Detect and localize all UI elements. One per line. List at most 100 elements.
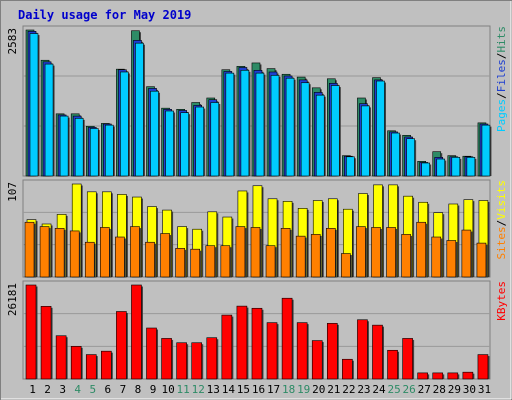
bar-kbytes-day-14 bbox=[221, 314, 233, 380]
x-tick-label-day-22: 22 bbox=[342, 383, 355, 396]
legend-middle: Sites/Visits bbox=[495, 180, 508, 260]
bar-pages-day-24 bbox=[376, 80, 385, 177]
x-tick-label-day-2: 2 bbox=[44, 383, 51, 396]
bar-kbytes-day-27 bbox=[417, 372, 428, 380]
bar-pages-day-29 bbox=[451, 157, 461, 177]
chart-title: Daily usage for May 2019 bbox=[18, 8, 191, 22]
bar-sites-day-14 bbox=[220, 245, 231, 278]
x-tick-label-day-28: 28 bbox=[433, 383, 446, 396]
x-tick-label-day-12: 12 bbox=[192, 383, 205, 396]
x-tick-label-day-10: 10 bbox=[161, 383, 174, 396]
x-tick-label-day-15: 15 bbox=[237, 383, 250, 396]
bar-kbytes-day-18 bbox=[281, 297, 293, 380]
x-tick-label-day-30: 30 bbox=[463, 383, 476, 396]
bar-pages-day-11 bbox=[180, 112, 189, 177]
bar-kbytes-day-11 bbox=[176, 342, 187, 380]
bar-pages-day-25 bbox=[391, 132, 400, 177]
bar-sites-day-9 bbox=[145, 241, 155, 278]
bar-sites-day-21 bbox=[325, 228, 336, 278]
bar-pages-day-15 bbox=[240, 70, 250, 177]
x-tick-label-day-23: 23 bbox=[357, 383, 370, 396]
x-tick-label-day-19: 19 bbox=[297, 383, 310, 396]
bar-pages-day-9 bbox=[150, 90, 159, 177]
bar-pages-day-31 bbox=[481, 124, 491, 177]
bar-kbytes-day-31 bbox=[477, 354, 489, 380]
bar-pages-day-18 bbox=[285, 77, 295, 177]
x-tick-label-day-4: 4 bbox=[74, 383, 81, 396]
bar-kbytes-day-19 bbox=[296, 322, 308, 380]
x-tick-label-day-20: 20 bbox=[312, 383, 325, 396]
bar-pages-day-27 bbox=[421, 162, 430, 177]
x-tick-label-day-24: 24 bbox=[372, 383, 386, 396]
bar-sites-day-16 bbox=[250, 227, 261, 278]
bar-pages-day-4 bbox=[74, 118, 84, 177]
x-tick-label-day-29: 29 bbox=[448, 383, 461, 396]
x-tick-label-day-13: 13 bbox=[207, 383, 220, 396]
bar-pages-day-26 bbox=[406, 138, 415, 177]
bar-pages-day-14 bbox=[225, 72, 235, 177]
bar-pages-day-3 bbox=[59, 115, 69, 177]
bar-sites-day-30 bbox=[461, 229, 472, 278]
bar-pages-day-19 bbox=[300, 82, 310, 177]
bar-kbytes-day-21 bbox=[326, 323, 338, 380]
x-tick-label-day-21: 21 bbox=[327, 383, 340, 396]
bar-kbytes-day-15 bbox=[236, 305, 248, 380]
bar-kbytes-day-26 bbox=[402, 338, 413, 380]
bar-sites-day-31 bbox=[476, 242, 487, 278]
bar-sites-day-25 bbox=[386, 227, 396, 278]
bar-kbytes-day-25 bbox=[387, 349, 398, 380]
bar-pages-day-12 bbox=[195, 106, 205, 177]
panel-top: 2583 bbox=[6, 25, 492, 177]
bar-kbytes-day-4 bbox=[70, 346, 82, 380]
bar-pages-day-17 bbox=[270, 75, 280, 177]
bar-kbytes-day-28 bbox=[432, 372, 444, 380]
y-max-label-middle: 107 bbox=[6, 182, 19, 202]
x-tick-label-day-17: 17 bbox=[267, 383, 280, 396]
bar-pages-day-16 bbox=[255, 72, 265, 177]
bar-sites-day-26 bbox=[401, 234, 411, 278]
x-tick-label-day-31: 31 bbox=[478, 383, 491, 396]
bar-sites-day-10 bbox=[160, 233, 170, 278]
x-tick-label-day-5: 5 bbox=[89, 383, 96, 396]
x-tick-label-day-1: 1 bbox=[29, 383, 36, 396]
bar-kbytes-day-7 bbox=[116, 311, 127, 380]
chart-panels: 258310726181Pages/Files/HitsSites/Visits… bbox=[6, 25, 508, 380]
x-tick-label-day-25: 25 bbox=[387, 383, 400, 396]
bar-kbytes-day-22 bbox=[342, 358, 353, 380]
y-max-label-bottom: 26181 bbox=[6, 283, 19, 316]
bar-sites-day-11 bbox=[175, 248, 185, 278]
bar-pages-day-13 bbox=[210, 102, 220, 177]
bar-pages-day-2 bbox=[44, 63, 54, 177]
legend-entry: / bbox=[495, 53, 508, 60]
bar-kbytes-day-23 bbox=[357, 319, 368, 380]
bar-sites-day-5 bbox=[84, 241, 95, 278]
bar-sites-day-8 bbox=[130, 226, 140, 278]
bar-kbytes-day-12 bbox=[191, 342, 203, 380]
panel-bottom: 26181 bbox=[6, 280, 491, 380]
series-kbytes bbox=[25, 284, 490, 380]
x-tick-label-day-27: 27 bbox=[418, 383, 431, 396]
bar-pages-day-6 bbox=[105, 124, 114, 177]
x-axis-day-labels: 1 2 3 4 5 6 7 8 9 10 11 12 13 14 15 16 17 18 19 20 21 22 23 24 2… bbox=[29, 383, 491, 396]
bar-kbytes-day-3 bbox=[55, 335, 67, 380]
x-tick-label-day-16: 16 bbox=[252, 383, 265, 396]
x-tick-label-day-14: 14 bbox=[222, 383, 236, 396]
y-max-label-top: 2583 bbox=[6, 28, 19, 55]
bar-sites-day-3 bbox=[54, 228, 65, 278]
bar-kbytes-day-5 bbox=[85, 354, 97, 380]
legend-entry: Visits bbox=[495, 180, 508, 220]
legend-entry: KBytes bbox=[495, 281, 508, 321]
bar-sites-day-23 bbox=[356, 226, 366, 278]
x-tick-label-day-6: 6 bbox=[105, 383, 112, 396]
legend-entry: / bbox=[495, 220, 508, 227]
bar-sites-day-1 bbox=[24, 221, 35, 278]
bar-pages-day-30 bbox=[466, 157, 476, 177]
bar-kbytes-day-9 bbox=[146, 327, 157, 380]
x-tick-label-day-8: 8 bbox=[135, 383, 142, 396]
bar-pages-day-7 bbox=[120, 71, 129, 177]
bar-sites-day-4 bbox=[69, 230, 80, 278]
bar-sites-day-12 bbox=[190, 248, 201, 278]
legend-entry: Sites bbox=[495, 226, 508, 259]
legend-entry: / bbox=[495, 92, 508, 99]
